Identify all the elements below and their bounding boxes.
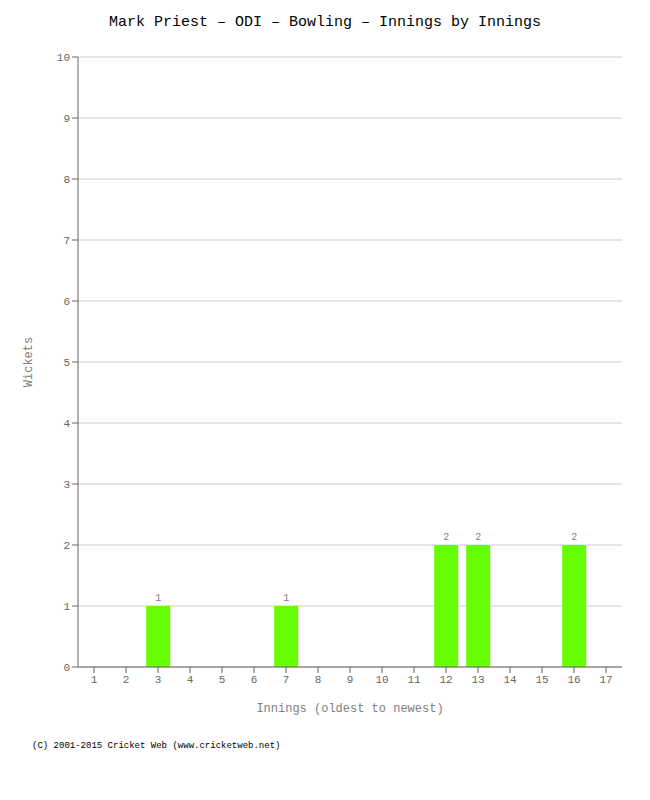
svg-text:1: 1	[283, 593, 289, 604]
html-text:Mark Priest – ODI – Bowling –: Mark Priest – ODI – Bowling – Innings by…	[109, 14, 541, 31]
svg-text:4: 4	[63, 418, 70, 430]
svg-text:4: 4	[187, 674, 194, 686]
svg-text:5: 5	[219, 674, 226, 686]
svg-text:8: 8	[315, 674, 322, 686]
svg-text:0: 0	[63, 662, 70, 674]
svg-text:Wickets: Wickets	[22, 337, 36, 387]
svg-text:10: 10	[375, 674, 388, 686]
svg-text:16: 16	[567, 674, 580, 686]
svg-text:11: 11	[407, 674, 421, 686]
svg-text:2: 2	[63, 540, 70, 552]
svg-text:14: 14	[503, 674, 517, 686]
svg-text:5: 5	[63, 357, 70, 369]
svg-text:7: 7	[63, 235, 70, 247]
svg-text:2: 2	[475, 532, 481, 543]
svg-text:17: 17	[599, 674, 612, 686]
svg-text:7: 7	[283, 674, 290, 686]
svg-text:2: 2	[123, 674, 130, 686]
svg-text:9: 9	[63, 113, 70, 125]
svg-text:10: 10	[57, 52, 70, 64]
svg-text:6: 6	[63, 296, 70, 308]
svg-text:2: 2	[571, 532, 577, 543]
svg-text:1: 1	[63, 601, 70, 613]
svg-text:9: 9	[347, 674, 354, 686]
svg-text:15: 15	[535, 674, 548, 686]
html-text:(C) 2001-2015 Cricket Web (www: (C) 2001-2015 Cricket Web (www.cricketwe…	[32, 741, 281, 751]
svg-text:8: 8	[63, 174, 70, 186]
svg-text:6: 6	[251, 674, 258, 686]
svg-text:3: 3	[155, 674, 162, 686]
svg-text:3: 3	[63, 479, 70, 491]
svg-text:1: 1	[91, 674, 98, 686]
svg-text:13: 13	[471, 674, 484, 686]
svg-text:1: 1	[155, 593, 161, 604]
svg-text:2: 2	[443, 532, 449, 543]
svg-text:12: 12	[439, 674, 452, 686]
svg-text:Innings (oldest to newest): Innings (oldest to newest)	[256, 702, 443, 716]
